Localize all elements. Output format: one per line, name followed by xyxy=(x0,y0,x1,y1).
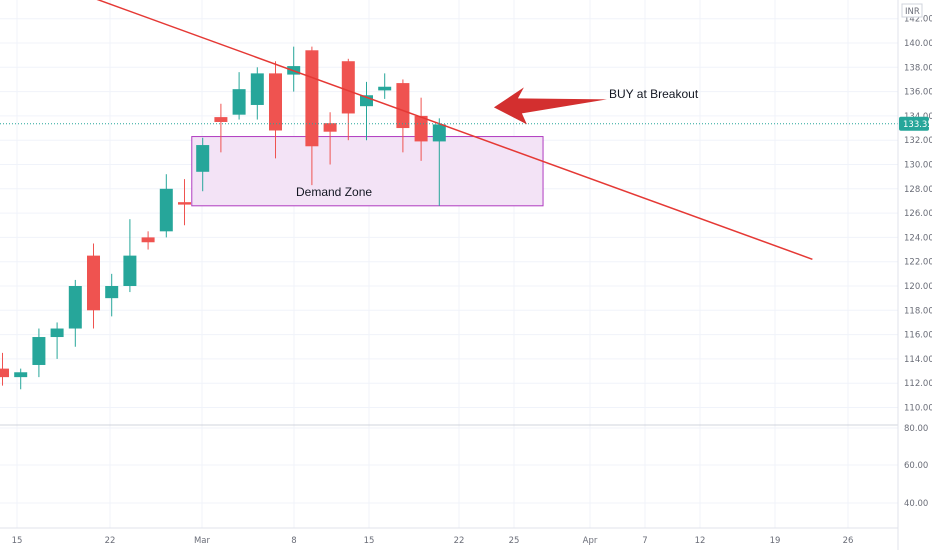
price-tick-label: 126.00 xyxy=(904,209,932,219)
price-tick-label: 136.00 xyxy=(904,88,932,98)
candle-body-down xyxy=(178,202,191,205)
candle-body-down xyxy=(305,50,319,147)
price-tick-label: 80.00 xyxy=(904,424,928,434)
time-tick-label: 22 xyxy=(454,536,465,546)
time-tick-label: Mar xyxy=(194,536,211,546)
candle-body-up xyxy=(378,86,392,91)
candle-body-up xyxy=(32,337,46,365)
time-tick-label: 22 xyxy=(105,536,116,546)
candle-body-down xyxy=(87,255,100,311)
time-axis[interactable]: 15 22 Mar 8 15 22 25 Apr 7 12 19 26 xyxy=(12,536,854,546)
candles xyxy=(0,46,446,390)
candle-body-up xyxy=(123,255,137,286)
price-tick-label: 122.00 xyxy=(904,258,932,268)
time-tick-label: 12 xyxy=(695,536,706,546)
time-tick-label: 7 xyxy=(642,536,647,546)
demand-zone-label: Demand Zone xyxy=(296,185,372,199)
price-tick-label: 130.00 xyxy=(904,161,932,171)
currency-label: INR xyxy=(905,7,920,17)
buy-breakout-label: BUY at Breakout xyxy=(609,87,699,101)
arrow-icon xyxy=(493,87,607,125)
time-tick-label: 19 xyxy=(770,536,781,546)
price-tick-label: 112.00 xyxy=(904,379,932,389)
candle-body-up xyxy=(14,372,28,378)
price-tick-label: 60.00 xyxy=(904,461,928,471)
price-tick-label: 128.00 xyxy=(904,185,932,195)
candle-body-up xyxy=(432,124,446,142)
time-tick-label: 15 xyxy=(364,536,375,546)
candle-body-up xyxy=(250,73,264,105)
grid-lines xyxy=(0,0,898,528)
candle-body-up xyxy=(196,145,210,172)
price-tick-label: 116.00 xyxy=(904,331,932,341)
candle-body-up xyxy=(360,95,373,107)
price-tick-label: 132.00 xyxy=(904,136,932,146)
candle-body-down xyxy=(269,73,282,131)
svg-text:133.35: 133.35 xyxy=(903,120,932,130)
time-tick-label: 25 xyxy=(509,536,520,546)
candle-body-down xyxy=(141,237,155,243)
time-tick-label: 8 xyxy=(291,536,296,546)
candle-body-down xyxy=(341,61,355,114)
price-tick-label: 114.00 xyxy=(904,355,932,365)
price-tick-label: 118.00 xyxy=(904,306,932,316)
time-tick-label: Apr xyxy=(583,536,598,546)
price-axis[interactable]: 142.00140.00138.00136.00134.00132.00130.… xyxy=(904,15,932,509)
price-tick-label: 40.00 xyxy=(904,499,928,509)
trendline xyxy=(96,0,813,260)
candle-body-up xyxy=(232,89,246,115)
candle-body-up xyxy=(105,286,119,299)
price-tick-label: 110.00 xyxy=(904,404,932,414)
price-tick-label: 120.00 xyxy=(904,282,932,292)
candle-body-up xyxy=(159,188,173,232)
candle-body-down xyxy=(0,368,9,378)
candle-body-up xyxy=(50,328,64,338)
demand-zone-rect xyxy=(191,136,544,207)
candle-body-down xyxy=(214,117,228,122)
candle-body-down xyxy=(414,115,428,142)
candle-body-up xyxy=(68,286,82,329)
price-tick-label: 124.00 xyxy=(904,233,932,243)
time-tick-label: 15 xyxy=(12,536,23,546)
price-tick-label: 140.00 xyxy=(904,39,932,49)
price-tick-label: 142.00 xyxy=(904,15,932,25)
candle-body-down xyxy=(396,83,410,129)
price-tick-label: 138.00 xyxy=(904,63,932,73)
time-tick-label: 26 xyxy=(843,536,854,546)
candle-body-down xyxy=(323,123,337,132)
currency-box xyxy=(901,3,923,18)
last-price-badge: 133.35 xyxy=(899,116,932,131)
